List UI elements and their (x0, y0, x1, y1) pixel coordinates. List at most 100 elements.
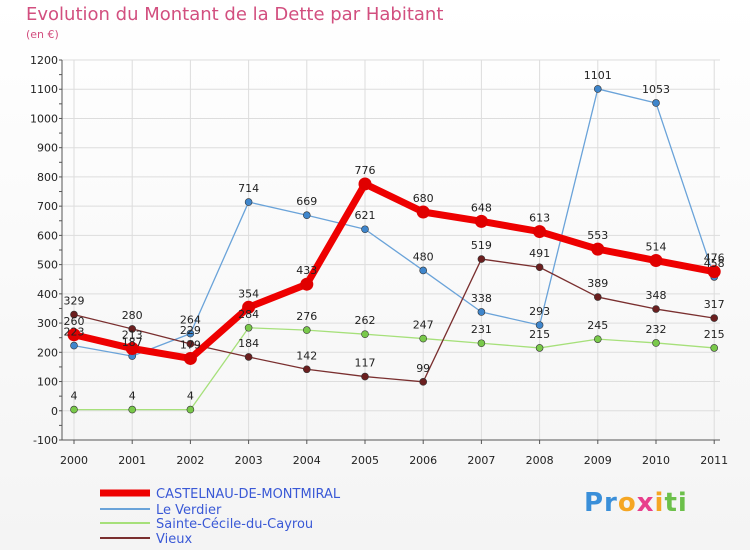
y-tick-label: 400 (37, 288, 58, 301)
data-point (477, 255, 486, 263)
data-label: 1101 (584, 69, 612, 82)
y-tick-label: 500 (37, 259, 58, 272)
x-tick-label: 2005 (351, 454, 379, 467)
x-tick-label: 2011 (700, 454, 728, 467)
data-label: 142 (296, 349, 317, 362)
grid (62, 59, 720, 441)
data-label: 317 (704, 298, 725, 311)
data-point (419, 334, 428, 343)
data-label: 458 (704, 257, 725, 270)
data-point (652, 339, 660, 347)
data-label: 714 (238, 182, 259, 195)
data-label: 213 (122, 329, 143, 342)
axes: -100 0 100 200 300 400 500 600 700 800 900 1000 1100… (30, 54, 728, 467)
data-label: 262 (355, 314, 376, 327)
x-tick-label: 2010 (642, 454, 670, 467)
data-point (186, 340, 195, 348)
y-tick-label: 800 (37, 171, 58, 184)
series-line-3 (73, 258, 715, 383)
data-point (70, 310, 78, 319)
data-point (535, 263, 544, 272)
data-point (244, 353, 253, 361)
data-label: 215 (529, 328, 550, 341)
data-point (361, 225, 369, 234)
data-point (70, 341, 78, 350)
data-label: 1053 (642, 83, 670, 96)
data-label: 491 (529, 247, 550, 260)
data-point (302, 365, 311, 374)
y-tick-label: 1000 (30, 112, 58, 125)
data-label: 648 (471, 201, 492, 214)
legend-label: Le Verdier (156, 503, 222, 518)
data-label: 4 (129, 390, 136, 403)
data-point (593, 335, 602, 343)
y-tick-label: 300 (37, 317, 58, 330)
data-point (186, 405, 195, 414)
y-tick-label: -100 (33, 434, 58, 447)
data-point (128, 325, 136, 333)
data-label: 247 (413, 319, 434, 332)
data-label: 117 (355, 357, 376, 370)
logo-part: o (617, 488, 637, 518)
data-point (474, 214, 488, 228)
series-line-0 (73, 180, 715, 362)
x-tick-label: 2000 (60, 454, 88, 467)
data-point (128, 405, 136, 414)
data-point (302, 326, 311, 334)
data-point (186, 329, 195, 338)
data-label: 231 (471, 323, 492, 336)
data-point (300, 277, 314, 291)
data-point (652, 99, 660, 107)
data-point (244, 323, 253, 332)
data-label: 264 (180, 314, 201, 327)
data-point (361, 330, 369, 338)
data-point (125, 342, 139, 356)
series-layer: 223 187 264 714 669 621 480 338 293 1101 1053 458 4 4… (64, 69, 725, 414)
x-tick-label: 2002 (176, 454, 204, 467)
data-point (244, 198, 253, 206)
legend-label: Vieux (156, 532, 192, 547)
data-label: 232 (646, 323, 667, 336)
data-label: 433 (296, 264, 317, 277)
logo-part: i (654, 488, 665, 518)
data-point (710, 314, 719, 322)
data-point (242, 300, 256, 314)
y-tick-label: 1100 (30, 83, 58, 96)
legend-label: Sainte-Cécile-du-Cayrou (156, 517, 313, 532)
data-point (649, 254, 663, 268)
series-line-2 (74, 327, 715, 411)
data-label: 354 (238, 287, 259, 300)
data-label: 229 (180, 324, 201, 337)
y-tick-label: 900 (37, 142, 58, 155)
data-point (302, 211, 311, 220)
data-label: 476 (704, 252, 725, 265)
logo-part: x (636, 488, 655, 518)
y-tick-label: 0 (51, 405, 58, 418)
data-label: 293 (529, 305, 550, 318)
series-line-1 (73, 88, 715, 357)
x-tick-label: 2003 (235, 454, 263, 467)
data-point (477, 308, 486, 316)
data-label: 389 (587, 277, 608, 290)
data-label: 613 (529, 212, 550, 225)
data-label: 223 (64, 326, 85, 339)
data-label: 669 (296, 195, 317, 208)
logo-part: ti (664, 488, 688, 518)
y-tick-label: 100 (37, 376, 58, 389)
x-tick-label: 2004 (293, 454, 321, 467)
logo-part: Pr (584, 488, 618, 518)
y-tick-label: 700 (37, 200, 58, 213)
data-point (70, 405, 78, 414)
data-point (361, 372, 369, 381)
data-point (707, 265, 721, 279)
x-tick-label: 2008 (526, 454, 554, 467)
data-label: 4 (71, 390, 78, 403)
y-tick-label: 600 (37, 229, 58, 242)
data-label: 514 (646, 241, 667, 254)
x-tick-label: 2007 (467, 454, 495, 467)
data-label: 187 (122, 336, 143, 349)
data-point (593, 85, 602, 93)
data-label: 776 (355, 164, 376, 177)
